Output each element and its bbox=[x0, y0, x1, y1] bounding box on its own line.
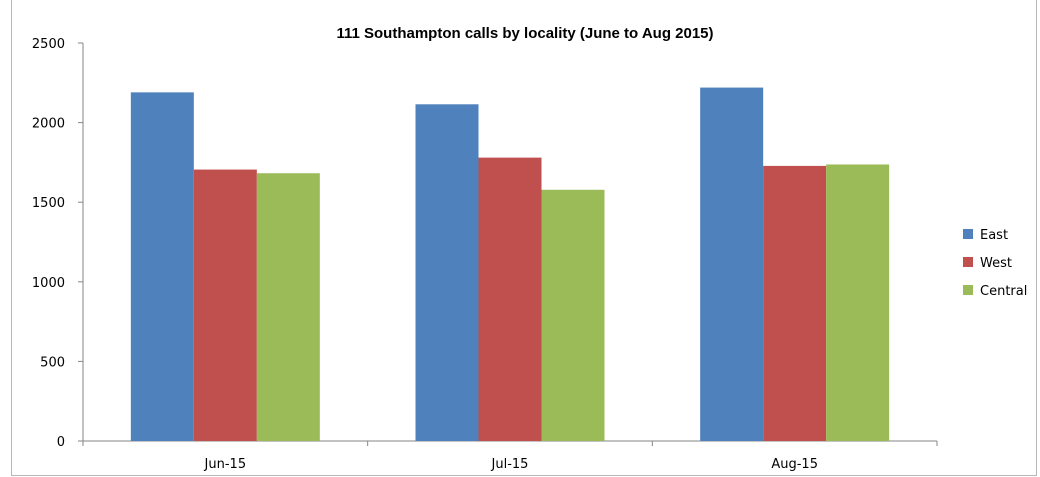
y-tick-label: 1500 bbox=[32, 196, 65, 211]
legend-swatch-west bbox=[963, 257, 973, 267]
bar-west-jun-15 bbox=[193, 169, 257, 441]
bar-east-aug-15 bbox=[700, 87, 764, 442]
legend-label-central: Central bbox=[980, 284, 1027, 299]
bar-west-aug-15 bbox=[763, 165, 827, 441]
bar-central-jul-15 bbox=[541, 189, 605, 441]
y-tick-label: 2000 bbox=[32, 117, 65, 132]
chart-title: 111 Southampton calls by locality (June … bbox=[336, 25, 713, 42]
legend: East West Central bbox=[963, 228, 1027, 299]
y-ticks: 0 500 1000 1500 2000 2500 bbox=[32, 37, 83, 450]
bars bbox=[130, 87, 890, 442]
legend-label-west: West bbox=[980, 256, 1012, 271]
legend-label-east: East bbox=[980, 228, 1008, 243]
x-tick-label: Aug-15 bbox=[771, 457, 818, 472]
y-tick-label: 2500 bbox=[32, 37, 65, 52]
y-tick-label: 500 bbox=[40, 355, 65, 370]
legend-swatch-east bbox=[963, 229, 973, 239]
bar-central-aug-15 bbox=[826, 164, 890, 441]
bar-east-jun-15 bbox=[130, 92, 194, 442]
x-ticks: Jun-15 Jul-15 Aug-15 bbox=[82, 441, 938, 472]
y-tick-label: 1000 bbox=[32, 276, 65, 291]
y-tick-label: 0 bbox=[57, 435, 65, 450]
legend-swatch-central bbox=[963, 285, 973, 295]
bar-west-jul-15 bbox=[478, 157, 542, 441]
bar-central-jun-15 bbox=[256, 173, 320, 442]
x-tick-label: Jul-15 bbox=[491, 457, 529, 472]
x-tick-label: Jun-15 bbox=[204, 457, 247, 472]
bar-east-jul-15 bbox=[415, 104, 479, 442]
